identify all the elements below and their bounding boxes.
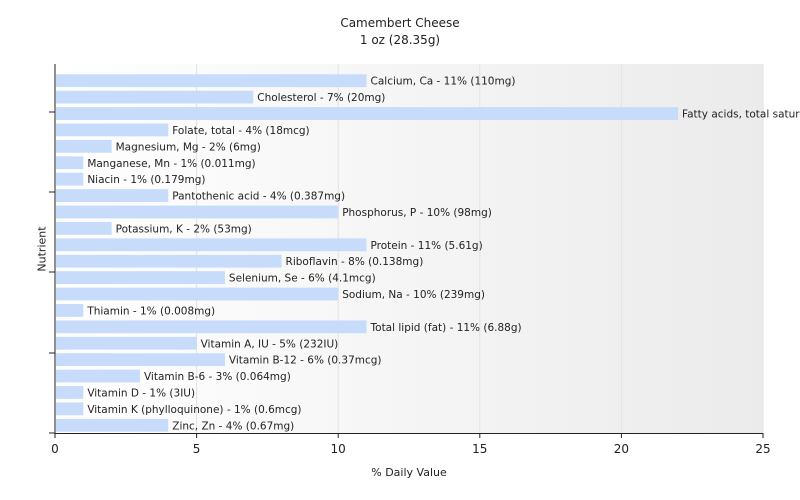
bar-label: Vitamin A, IU - 5% (232IU) [201, 338, 339, 350]
bar-label: Thiamin - 1% (0.008mg) [86, 305, 215, 317]
bar-label: Niacin - 1% (0.179mg) [87, 174, 205, 186]
bar-label: Manganese, Mn - 1% (0.011mg) [87, 158, 255, 170]
bar [56, 402, 84, 416]
bar [56, 107, 679, 120]
bar [56, 386, 84, 399]
bar [56, 74, 367, 88]
x-tick-label: 0 [51, 442, 59, 456]
bar-label: Pantothenic acid - 4% (0.387mg) [172, 191, 345, 203]
bar [56, 238, 367, 252]
bar [56, 221, 112, 235]
y-axis-label: Nutrient [35, 226, 49, 272]
bar [56, 369, 140, 383]
bar [56, 336, 197, 350]
bar-label: Folate, total - 4% (18mcg) [172, 125, 309, 137]
bar-label: Riboflavin - 8% (0.138mg) [286, 256, 424, 268]
bar-label: Zinc, Zn - 4% (0.67mg) [172, 420, 294, 432]
bar [56, 304, 84, 317]
bar [56, 271, 225, 285]
bar-label: Selenium, Se - 6% (4.1mcg) [229, 273, 376, 285]
bar [56, 189, 169, 202]
bar [56, 139, 112, 153]
bar-label: Calcium, Ca - 11% (110mg) [371, 76, 516, 88]
bar-label: Vitamin B-12 - 6% (0.37mcg) [229, 355, 382, 367]
bar-label: Magnesium, Mg - 2% (6mg) [116, 141, 261, 153]
bar [56, 320, 367, 334]
x-tick-label: 5 [193, 442, 201, 456]
x-tick-label: 10 [331, 442, 346, 456]
x-axis-label: % Daily Value [371, 466, 447, 479]
chart-title: Camembert Cheese [340, 16, 460, 30]
bar [56, 90, 254, 104]
bar [56, 205, 339, 219]
x-tick-label: 25 [755, 442, 770, 456]
bar [56, 123, 169, 137]
bar-label: Protein - 11% (5.61g) [371, 240, 483, 252]
bar-label: Fatty acids, total saturated - 22% (4.32… [682, 109, 800, 121]
bar [56, 156, 84, 170]
chart-subtitle: 1 oz (28.35g) [359, 33, 441, 47]
bar-label: Vitamin B-6 - 3% (0.064mg) [144, 371, 291, 383]
bar [56, 353, 225, 367]
bar-label: Cholesterol - 7% (20mg) [257, 92, 385, 104]
bar-label: Phosphorus, P - 10% (98mg) [342, 207, 492, 219]
bar [56, 254, 282, 268]
bar [56, 287, 339, 301]
bar [56, 172, 84, 186]
bar-label: Total lipid (fat) - 11% (6.88g) [370, 322, 522, 334]
bar [56, 418, 169, 432]
bar-label: Sodium, Na - 10% (239mg) [342, 289, 485, 301]
x-tick-label: 15 [472, 442, 487, 456]
bar-label: Vitamin D - 1% (3IU) [87, 387, 195, 399]
bar-label: Vitamin K (phylloquinone) - 1% (0.6mcg) [87, 404, 301, 416]
x-tick-label: 20 [614, 442, 629, 456]
bar-label: Potassium, K - 2% (53mg) [116, 223, 252, 235]
